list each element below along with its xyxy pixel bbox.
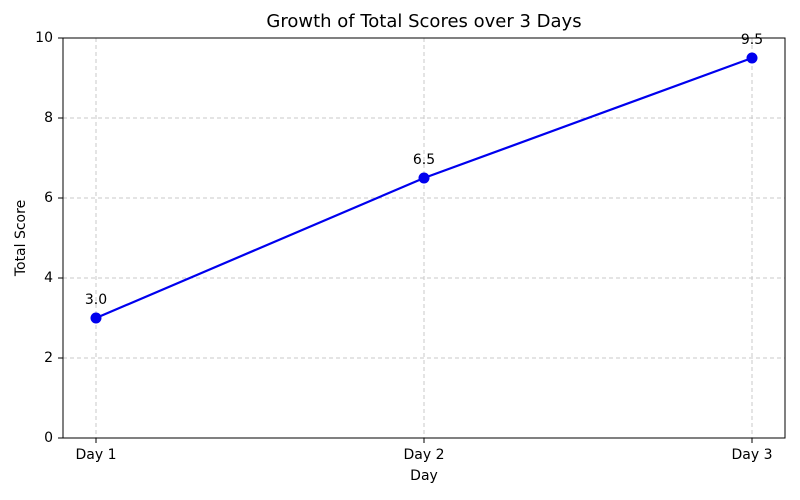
y-tick-label: 6 xyxy=(44,190,53,206)
data-point xyxy=(90,312,102,324)
data-label: 6.5 xyxy=(413,152,435,168)
x-tick-label: Day 1 xyxy=(75,447,116,463)
y-tick-label: 0 xyxy=(44,430,53,446)
x-tick-label: Day 3 xyxy=(731,447,772,463)
y-axis-label: Total Score xyxy=(13,200,29,277)
data-label: 9.5 xyxy=(741,32,763,48)
y-tick-label: 8 xyxy=(44,110,53,126)
data-point xyxy=(746,52,758,64)
y-tick-label: 10 xyxy=(35,30,53,46)
x-tick-label: Day 2 xyxy=(403,447,444,463)
plot: 3.0 6.5 9.5 xyxy=(85,32,763,324)
y-tick-label: 4 xyxy=(44,270,53,286)
chart-title: Growth of Total Scores over 3 Days xyxy=(266,11,581,32)
y-tick-label: 2 xyxy=(44,350,53,366)
x-axis-label: Day xyxy=(410,468,438,484)
data-point xyxy=(418,172,430,184)
grid xyxy=(63,37,785,439)
data-label: 3.0 xyxy=(85,292,107,308)
